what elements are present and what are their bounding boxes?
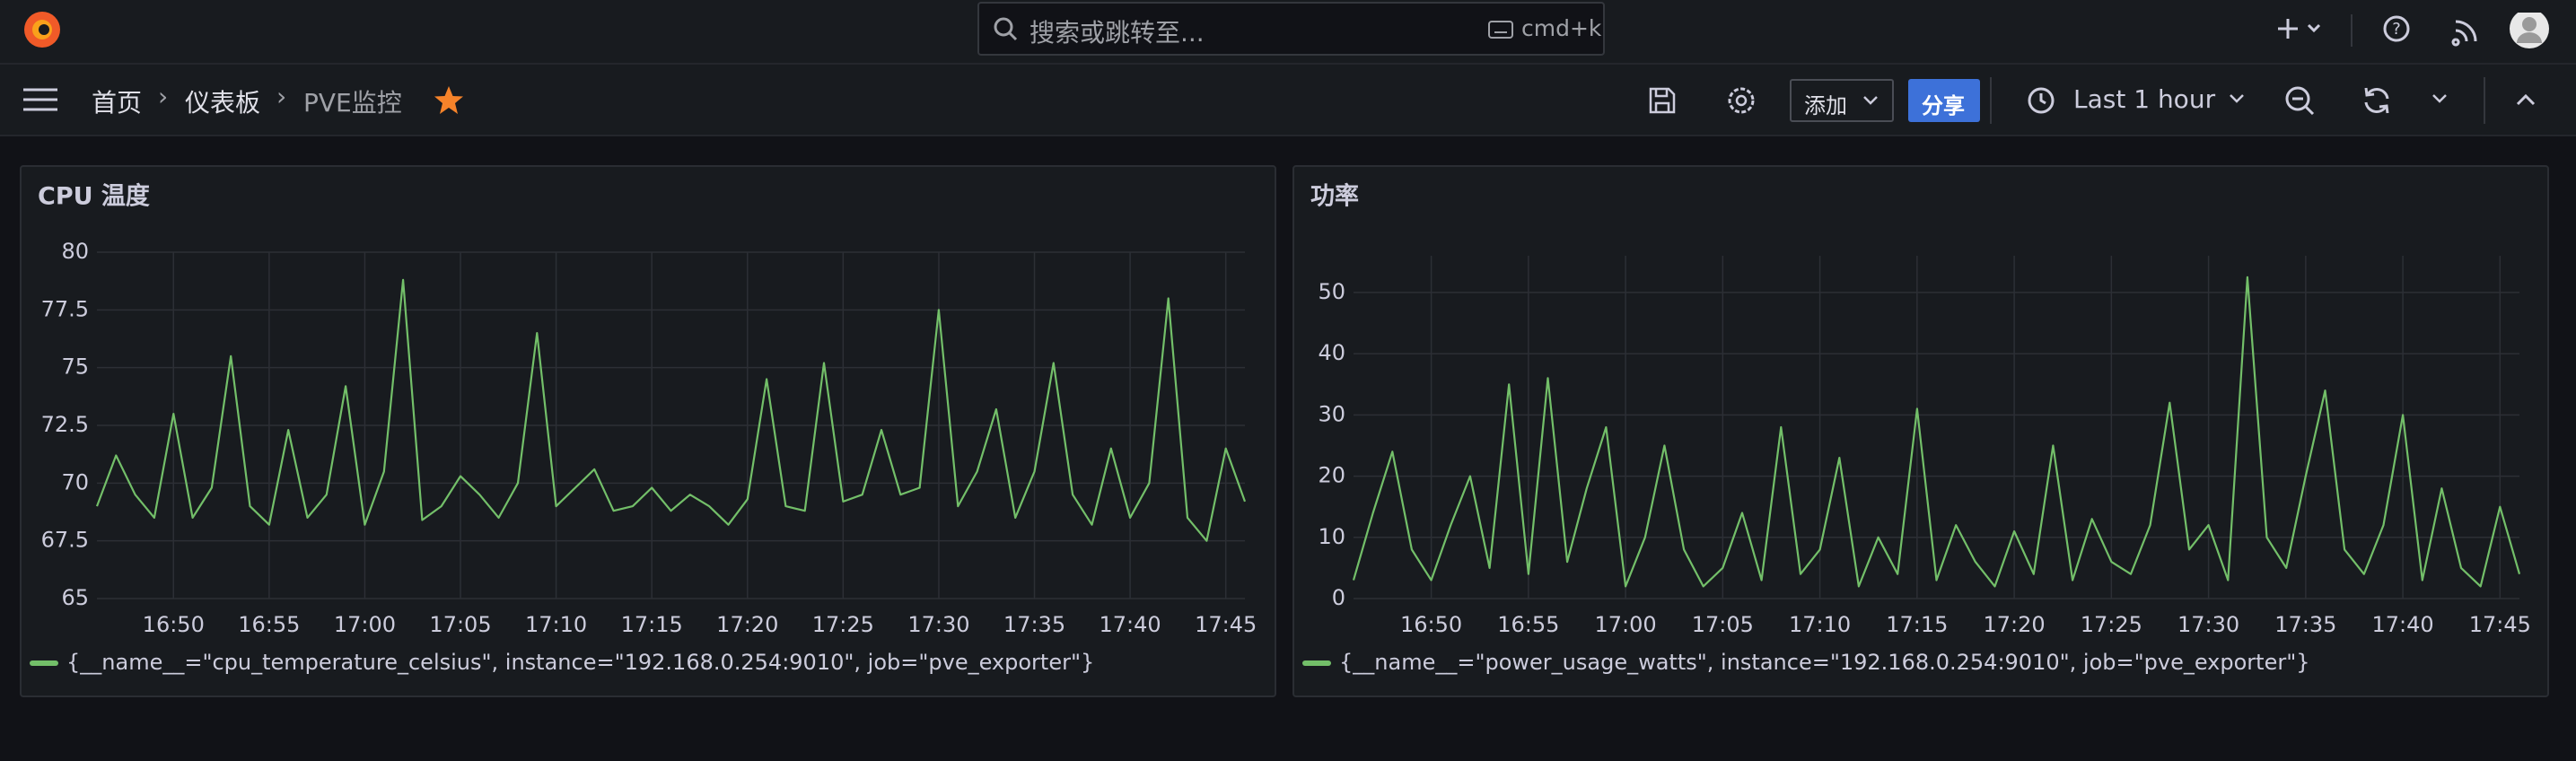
- refresh-icon[interactable]: [2361, 84, 2393, 117]
- x-tick-label: 17:30: [2177, 612, 2239, 637]
- x-tick-label: 17:40: [1100, 612, 1161, 637]
- search-icon: [994, 17, 1018, 41]
- x-tick-label: 17:35: [2274, 612, 2336, 637]
- share-button[interactable]: 分享: [1908, 79, 1980, 122]
- clock-icon: [2028, 87, 2055, 114]
- separator: ›: [276, 82, 287, 111]
- breadcrumb[interactable]: 首页: [92, 88, 143, 118]
- add-button-label: 添加: [1804, 93, 1847, 118]
- x-tick-label: 17:10: [525, 612, 587, 637]
- toolbar: 首页 › 仪表板 › PVE监控 添加 分享 Last 1 hour: [0, 65, 2576, 136]
- menu-icon[interactable]: [22, 86, 59, 115]
- separator: ›: [158, 82, 169, 111]
- x-tick-label: 17:00: [1595, 612, 1657, 637]
- svg-text:?: ?: [2392, 20, 2401, 39]
- x-tick-label: 17:10: [1789, 612, 1851, 637]
- share-button-label: 分享: [1922, 93, 1965, 118]
- y-tick-label: 20: [1318, 463, 1345, 488]
- y-tick-label: 70: [61, 469, 89, 494]
- legend-label: {__name__="cpu_temperature_celsius", ins…: [66, 650, 1094, 675]
- x-tick-label: 16:50: [143, 612, 205, 637]
- divider: [2484, 77, 2485, 124]
- top-icons[interactable]: ?: [2271, 13, 2567, 52]
- y-tick-label: 10: [1318, 524, 1345, 549]
- x-tick-label: 17:45: [1195, 612, 1257, 637]
- top-bar: 搜索或跳转至... cmd+k ?: [0, 0, 2576, 65]
- x-tick-label: 16:55: [238, 612, 300, 637]
- panel-title: 功率: [1310, 182, 1359, 211]
- series-line: [1352, 276, 2521, 588]
- logo[interactable]: [20, 7, 65, 52]
- x-tick-label: 17:05: [429, 612, 491, 637]
- panel-title: CPU 温度: [38, 182, 150, 211]
- x-tick-label: 17:15: [1886, 612, 1948, 637]
- zoom-out-icon[interactable]: [2283, 84, 2316, 117]
- breadcrumb[interactable]: 仪表板: [185, 88, 261, 118]
- time-range[interactable]: Last 1 hour: [2073, 84, 2216, 114]
- y-tick-label: 40: [1318, 340, 1345, 365]
- settings-icon[interactable]: [1725, 84, 1757, 117]
- chevron: [1863, 96, 1878, 105]
- x-tick-label: 16:50: [1400, 612, 1462, 637]
- y-tick-label: 65: [61, 585, 89, 610]
- star-icon[interactable]: [433, 84, 465, 117]
- legend-label: {__name__="power_usage_watts", instance=…: [1339, 650, 2310, 675]
- x-tick-label: 17:15: [621, 612, 683, 637]
- y-tick-label: 50: [1318, 279, 1345, 304]
- y-tick-label: 67.5: [41, 528, 89, 553]
- y-tick-label: 77.5: [41, 296, 89, 321]
- x-tick-label: 17:45: [2469, 612, 2531, 637]
- x-tick-label: 17:20: [1984, 612, 2046, 637]
- keyboard-icon: [1488, 21, 1513, 39]
- breadcrumb: PVE监控: [303, 88, 402, 118]
- y-tick-label: 80: [61, 239, 89, 264]
- chart: CPU 温度 65 67.5 70 72.5 75 77.5 80 16:50 16:55 17:0…: [30, 182, 1257, 675]
- y-tick-label: 0: [1332, 585, 1345, 610]
- x-tick-label: 17:05: [1692, 612, 1754, 637]
- search-shortcut: cmd+k: [1521, 15, 1602, 41]
- x-tick-label: 17:25: [812, 612, 874, 637]
- x-tick-label: 17:00: [334, 612, 396, 637]
- panel: 功率 0 10 20 30 40 50 16:50 16:55 17:00 17:05 17:10 17…: [1292, 165, 2549, 697]
- x-tick-label: 17:35: [1003, 612, 1065, 637]
- x-tick-label: 17:20: [716, 612, 778, 637]
- chevron[interactable]: [2228, 92, 2246, 106]
- save-icon[interactable]: [1646, 84, 1678, 117]
- divider: [1990, 77, 1992, 124]
- x-tick-label: 16:55: [1497, 612, 1559, 637]
- y-tick-label: 72.5: [41, 412, 89, 437]
- chevron[interactable]: [2431, 92, 2449, 106]
- x-tick-label: 17:40: [2372, 612, 2434, 637]
- x-tick-label: 17:25: [2081, 612, 2142, 637]
- search-placeholder: 搜索或跳转至...: [1030, 18, 1205, 48]
- y-tick-label: 30: [1318, 401, 1345, 426]
- chart: 功率 0 10 20 30 40 50 16:50 16:55 17:00 17:05 17:10 17…: [1302, 182, 2531, 675]
- collapse-icon[interactable]: [2515, 92, 2537, 108]
- add-button[interactable]: 添加: [1790, 79, 1894, 122]
- search-box[interactable]: 搜索或跳转至... cmd+k: [977, 2, 1605, 56]
- series-line: [95, 278, 1247, 542]
- y-tick-label: 75: [61, 354, 89, 380]
- panel: CPU 温度 65 67.5 70 72.5 75 77.5 80 16:50 16:55 17:0…: [20, 165, 1276, 697]
- x-tick-label: 17:30: [907, 612, 969, 637]
